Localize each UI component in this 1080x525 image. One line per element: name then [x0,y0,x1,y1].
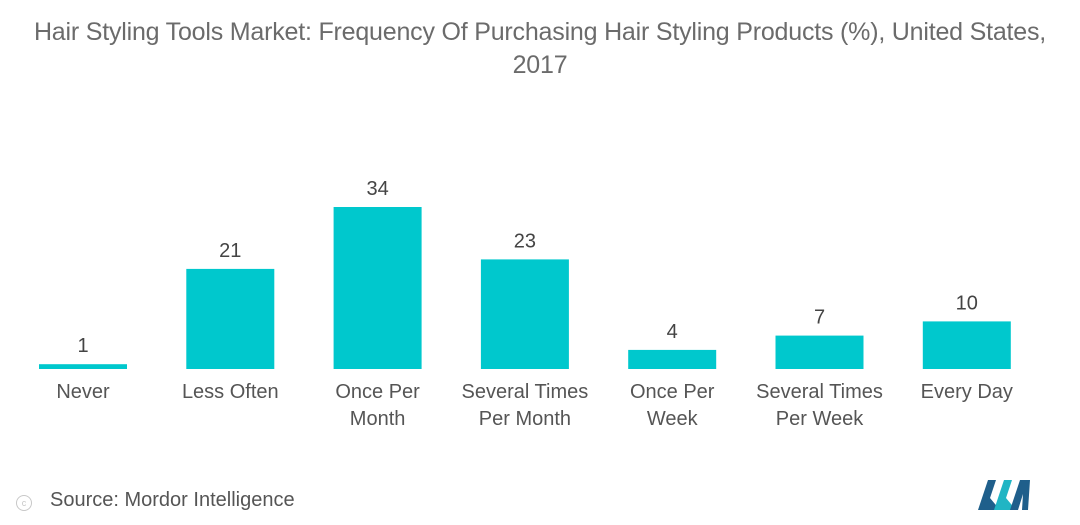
copyright-icon: c [16,495,32,511]
data-label-4: 4 [667,321,678,343]
bar-6 [922,321,1011,369]
source-note: Source: Mordor Intelligence [50,489,295,511]
category-label-1-line-0: Less Often [182,381,279,403]
mordor-intelligence-logo [978,480,1030,510]
data-label-6: 10 [956,292,978,314]
bar-chart: 1 Never 21 Less Often 34 Once Per Month 23 Sever… [39,178,1013,430]
chart-title-line-2: 2017 [512,51,568,79]
data-label-1: 21 [219,240,241,262]
bar-4 [628,349,717,369]
category-label-3-line-1: Per Month [479,408,571,430]
chart-title: Hair Styling Tools Market: Frequency Of … [0,16,1080,82]
bar-0 [39,364,127,369]
category-label-4-line-1: Week [647,408,699,430]
category-label-4-line-0: Once Per [630,381,715,403]
category-label-5-line-0: Several Times [756,381,883,403]
bar-1 [186,268,275,369]
data-label-3: 23 [514,230,536,252]
bar-2 [333,207,422,369]
category-label-3-line-0: Several Times [462,381,589,403]
category-label-0-line-0: Never [56,381,110,403]
bar-3 [480,259,569,369]
data-label-2: 34 [366,178,388,200]
category-label-5-line-1: Per Week [776,408,864,430]
chart-title-line-1: Hair Styling Tools Market: Frequency Of … [33,18,1047,46]
data-label-0: 1 [77,335,88,357]
category-label-2-line-1: Month [350,408,406,430]
category-label-2-line-0: Once Per [335,381,420,403]
bar-5 [775,335,864,369]
category-label-6-line-0: Every Day [921,381,1013,403]
data-label-5: 7 [814,307,825,329]
